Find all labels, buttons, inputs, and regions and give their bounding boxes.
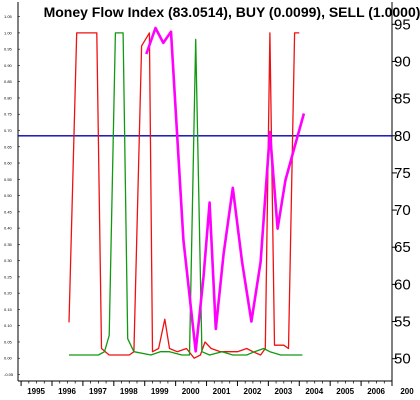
x-tick-label: 2000: [182, 387, 200, 396]
left-tick-label: 0.95: [4, 47, 13, 52]
chart-title: Money Flow Index (83.0514), BUY (0.0099)…: [44, 4, 420, 20]
left-tick-label: 0.65: [4, 144, 13, 149]
left-tick-label: 0.75: [4, 112, 13, 117]
left-tick-label: 0.25: [4, 274, 13, 279]
left-tick-label: 0.60: [4, 161, 13, 166]
series-line-2: [69, 32, 303, 356]
x-tick-label: 1998: [120, 387, 138, 396]
x-tick-label: 1995: [27, 387, 45, 396]
left-tick-label: 0.55: [4, 177, 13, 182]
series-line-3: [145, 26, 306, 353]
left-tick-label: 0.35: [4, 242, 13, 247]
left-tick-label: 0.05: [4, 339, 13, 344]
x-tick-label: 2003: [274, 387, 292, 396]
right-tick-label: 65: [394, 239, 411, 256]
left-tick-label: 0.70: [4, 128, 13, 133]
left-tick-label: 0.00: [4, 356, 13, 361]
x-tick-label: 2004: [305, 387, 323, 396]
right-tick-label: 95: [394, 16, 411, 33]
right-tick-label: 60: [394, 276, 411, 293]
right-tick-label: 70: [394, 202, 411, 219]
left-tick-label: 0.20: [4, 291, 13, 296]
x-tick-label: 2002: [244, 387, 262, 396]
series-layer: [68, 26, 306, 359]
x-tick-label: 1997: [89, 387, 107, 396]
left-tick-label: -0.05: [4, 372, 14, 377]
left-tick-label: 0.30: [4, 258, 13, 263]
left-tick-label: 0.80: [4, 95, 13, 100]
x-tick-label: 1999: [151, 387, 169, 396]
left-tick-label: 1.00: [4, 30, 13, 35]
left-tick-label: 0.90: [4, 63, 13, 68]
left-tick-label: 1.05: [4, 14, 13, 19]
x-tick-label: 2006: [367, 387, 385, 396]
right-tick-label: 75: [394, 165, 411, 182]
left-tick-label: 0.10: [4, 323, 13, 328]
left-tick-label: 0.15: [4, 307, 13, 312]
right-tick-label: 85: [394, 91, 411, 108]
x-axis-ticks: 1995 1996 1997 1998 1999 2000 2001 2002 2003 2004…: [20, 381, 414, 396]
left-tick-label: 0.50: [4, 193, 13, 198]
x-tick-label: 2001: [213, 387, 231, 396]
right-tick-label: 50: [394, 351, 411, 368]
left-tick-label: 0.85: [4, 79, 13, 84]
left-axis-ticks: -0.05 0.00 0.05 0.10 0.15 0.20 0.25 0.30 0.35 0.4…: [4, 14, 20, 377]
right-axis-ticks: 50 55 60 65 70 75 80 85 90 95: [392, 16, 411, 368]
x-tick-label: 1996: [58, 387, 76, 396]
left-tick-label: 0.45: [4, 209, 13, 214]
right-tick-label: 80: [394, 128, 411, 145]
series-line-1: [68, 32, 300, 359]
right-tick-label: 90: [394, 53, 411, 70]
left-tick-label: 0.40: [4, 226, 13, 231]
x-tick-label: 200: [400, 387, 414, 396]
right-tick-label: 55: [394, 314, 411, 331]
x-tick-label: 2005: [336, 387, 354, 396]
